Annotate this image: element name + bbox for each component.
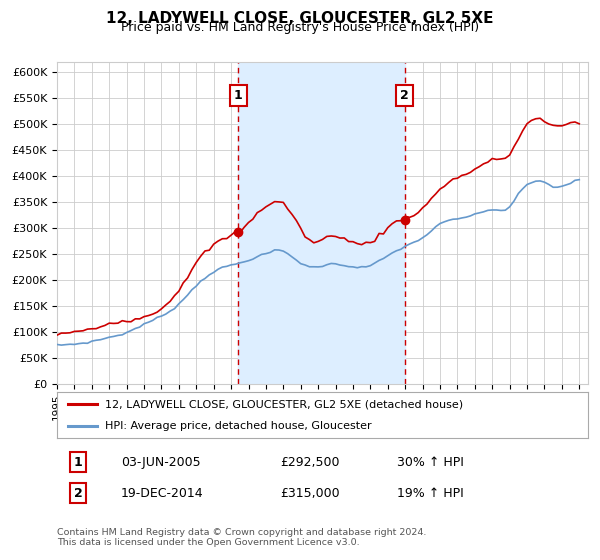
Text: 1: 1 bbox=[234, 89, 243, 102]
Text: 2: 2 bbox=[400, 89, 409, 102]
Text: 19% ↑ HPI: 19% ↑ HPI bbox=[397, 487, 464, 500]
Bar bbox=[238, 62, 404, 384]
Text: £292,500: £292,500 bbox=[280, 455, 340, 469]
Text: 12, LADYWELL CLOSE, GLOUCESTER, GL2 5XE: 12, LADYWELL CLOSE, GLOUCESTER, GL2 5XE bbox=[106, 11, 494, 26]
Text: 1: 1 bbox=[74, 455, 83, 469]
Text: HPI: Average price, detached house, Gloucester: HPI: Average price, detached house, Glou… bbox=[105, 421, 371, 431]
Text: 2: 2 bbox=[74, 487, 83, 500]
Text: 12, LADYWELL CLOSE, GLOUCESTER, GL2 5XE (detached house): 12, LADYWELL CLOSE, GLOUCESTER, GL2 5XE … bbox=[105, 399, 463, 409]
Text: 19-DEC-2014: 19-DEC-2014 bbox=[121, 487, 203, 500]
Text: Price paid vs. HM Land Registry's House Price Index (HPI): Price paid vs. HM Land Registry's House … bbox=[121, 21, 479, 34]
Text: 30% ↑ HPI: 30% ↑ HPI bbox=[397, 455, 464, 469]
Text: Contains HM Land Registry data © Crown copyright and database right 2024.
This d: Contains HM Land Registry data © Crown c… bbox=[57, 528, 427, 547]
Text: £315,000: £315,000 bbox=[280, 487, 340, 500]
Text: 03-JUN-2005: 03-JUN-2005 bbox=[121, 455, 200, 469]
